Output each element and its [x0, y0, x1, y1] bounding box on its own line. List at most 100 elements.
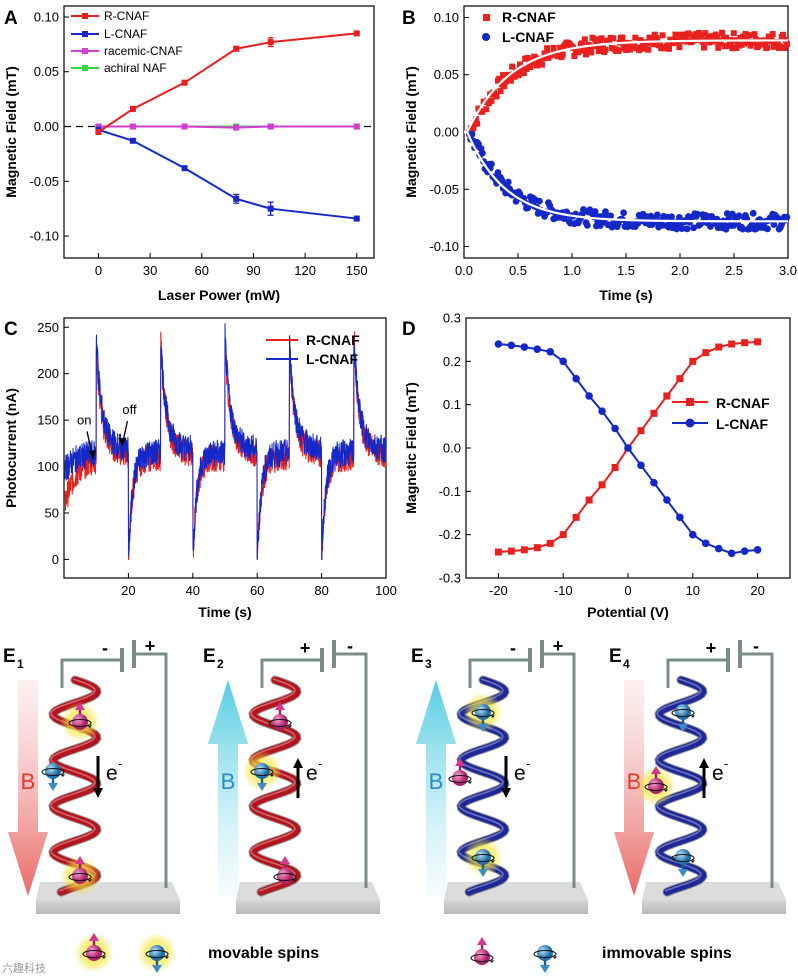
data-point	[533, 345, 542, 354]
panel-c-plot: 20 40 60 80 100 0 50 100 150 200 250 on off	[37, 320, 397, 598]
rotation-orbit	[68, 872, 92, 882]
data-point	[770, 221, 778, 228]
data-point	[527, 63, 534, 70]
data-point	[765, 33, 772, 40]
data-point	[472, 116, 479, 123]
data-point	[571, 53, 578, 60]
panel-c-label: C	[4, 319, 18, 340]
spin-arrowhead	[455, 758, 465, 766]
data-point	[697, 35, 704, 42]
data-point	[676, 513, 684, 522]
data-point	[714, 544, 723, 553]
data-point	[777, 43, 784, 50]
panel-b-legend-r: R-CNAF	[502, 9, 556, 25]
data-point	[620, 209, 628, 217]
panel-b-plot: 0.0 0.5 1.0 1.5 2.0 2.5 3.0 -0.10 -0.05 0.00 0.05 0…	[429, 10, 797, 278]
panel-label: E	[203, 646, 216, 667]
rotation-arrowhead	[102, 956, 106, 959]
helix-highlight	[250, 678, 296, 892]
data-point	[546, 348, 555, 356]
rotation-arrowhead	[553, 956, 557, 959]
electron-label: e	[514, 762, 526, 785]
data-point	[749, 209, 757, 217]
data-point	[501, 83, 508, 90]
x-tick-label: 2.0	[671, 263, 689, 278]
electrode-sign-right: -	[753, 636, 759, 656]
blue-spin-ball	[675, 849, 691, 865]
watermark: 六趣科技	[2, 961, 46, 975]
y-tick-label: 150	[37, 413, 59, 428]
data-point	[583, 221, 591, 229]
data-point	[774, 214, 782, 222]
data-point	[654, 36, 661, 43]
data-point	[575, 49, 582, 56]
panel-c-ylabel: Photocurrent (nA)	[3, 388, 19, 508]
data-point	[591, 208, 599, 215]
electron-label-sup: -	[526, 756, 530, 771]
x-tick-label: 0.5	[509, 263, 527, 278]
data-point	[497, 88, 504, 95]
data-point	[538, 61, 545, 68]
data-point	[496, 75, 503, 82]
data-point	[656, 40, 663, 47]
field-arrow-up	[416, 680, 456, 896]
data-point	[723, 210, 731, 217]
electrode-sign-left: +	[300, 638, 311, 658]
data-point	[546, 539, 554, 547]
rotation-arrowhead	[165, 956, 169, 959]
data-point	[95, 123, 102, 130]
data-point	[650, 409, 658, 417]
data-point	[529, 60, 536, 67]
left-wire	[60, 658, 122, 688]
data-point	[659, 32, 666, 39]
data-point	[637, 427, 645, 435]
data-point	[611, 464, 619, 471]
data-point	[715, 343, 723, 351]
data-point	[95, 129, 102, 135]
data-point	[663, 496, 671, 504]
x-tick-label: 0	[624, 583, 631, 598]
right-wire	[134, 652, 168, 888]
data-point	[643, 40, 650, 47]
data-point	[741, 339, 749, 347]
x-tick-label: 0.0	[455, 263, 473, 278]
field-arrow-down	[614, 680, 654, 896]
rotation-orbit	[145, 949, 169, 959]
data-point	[535, 197, 543, 205]
rotation-orbit	[471, 708, 495, 718]
pink-spin-ball	[452, 770, 468, 786]
data-point	[507, 547, 515, 555]
x-tick-label: 60	[195, 263, 209, 278]
panel-b-legend-l: L-CNAF	[502, 29, 555, 45]
data-point	[676, 44, 683, 51]
electrode-sign-left: +	[706, 638, 717, 658]
x-tick-label: 40	[186, 583, 200, 598]
x-tick-label: 10	[686, 583, 700, 598]
data-point	[745, 39, 752, 46]
base-plate	[444, 900, 588, 914]
data-point	[588, 49, 595, 56]
field-b-label: B	[221, 769, 236, 794]
data-point	[233, 124, 240, 131]
pink-spin-ball	[86, 945, 102, 961]
rotation-orbit	[470, 953, 494, 963]
data-point	[663, 392, 671, 400]
data-point	[746, 32, 753, 39]
x-tick-label: 3.0	[779, 263, 797, 278]
data-point	[581, 36, 588, 43]
base-plate	[36, 900, 180, 914]
panel-c: C 20 40 60 80 100 0 50 100 150 200 250 on off Time (…	[3, 317, 397, 620]
arrow-head	[88, 450, 96, 460]
panel-c-legend-r: R-CNAF	[306, 332, 360, 348]
y-tick-label: 0.3	[443, 311, 461, 326]
rotation-orbit	[68, 718, 92, 728]
y-tick-label: 0.05	[34, 64, 59, 79]
data-point	[651, 31, 658, 38]
x-tick-label: 100	[375, 583, 397, 598]
pink-spin-ball	[272, 714, 288, 730]
data-point	[689, 357, 697, 365]
movable-spins-label: movable spins	[208, 945, 319, 962]
data-point	[715, 44, 722, 51]
data-point	[585, 392, 593, 400]
y-tick-label: 100	[37, 459, 59, 474]
